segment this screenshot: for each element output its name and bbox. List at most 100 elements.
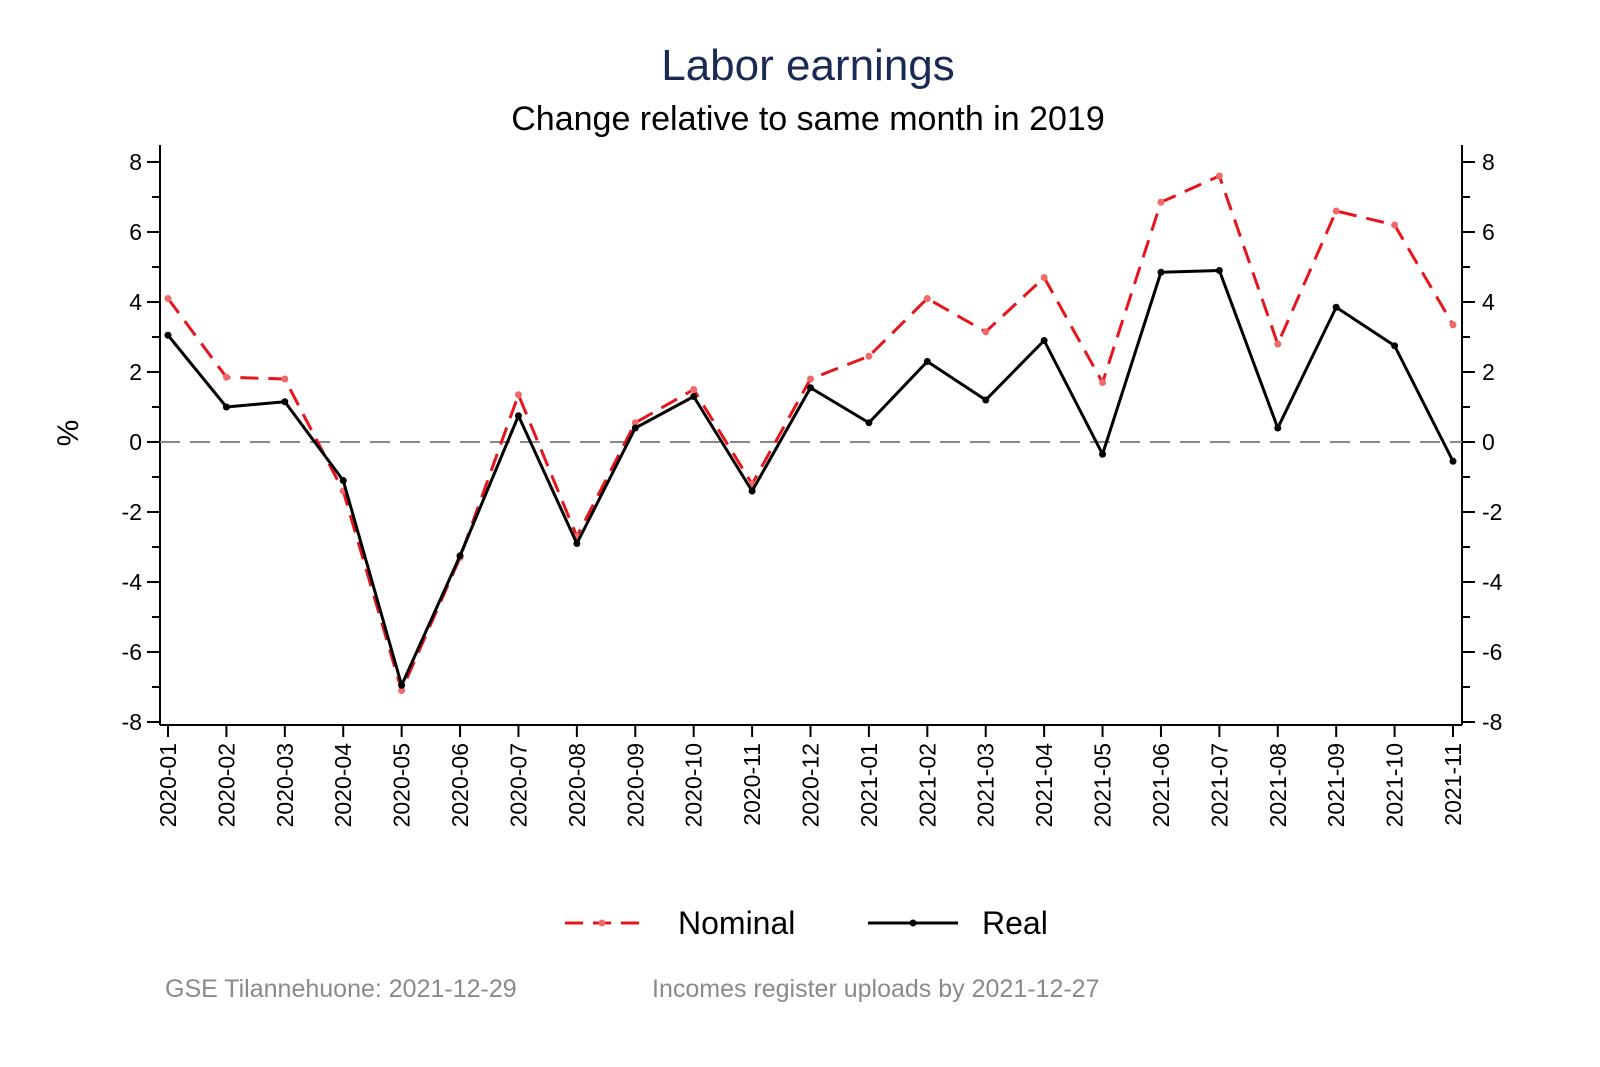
series-nominal-point — [222, 373, 230, 381]
y-tick-label-left: 8 — [129, 149, 142, 175]
series-real-point — [1391, 342, 1399, 350]
y-tick-label-left: -4 — [122, 569, 143, 595]
right-y-ticks: 8 6 4 2 0 -2 -4 -6 -8 — [1462, 149, 1503, 735]
series-real-point — [1449, 457, 1457, 465]
series-real-point — [807, 384, 814, 392]
series-real-point — [1332, 303, 1340, 311]
y-tick-label-right: 8 — [1482, 149, 1495, 175]
series-nominal-point — [923, 295, 931, 302]
x-tick-label: 2021-01 — [856, 743, 882, 827]
x-tick-label: 2020-11 — [739, 743, 765, 826]
series-nominal-point — [1449, 321, 1457, 329]
series-real-point — [1215, 267, 1223, 274]
x-tick-label: 2020-08 — [564, 743, 590, 827]
y-tick-label-left: 0 — [129, 429, 142, 455]
series-real-point — [748, 487, 756, 495]
x-tick-label: 2021-06 — [1148, 743, 1174, 827]
y-tick-label-right: 0 — [1482, 429, 1495, 455]
y-tick-label-right: 6 — [1482, 219, 1495, 245]
x-tick-label: 2020-03 — [272, 743, 298, 827]
x-tick-label: 2020-07 — [505, 743, 531, 827]
source-note-uploads: Incomes register uploads by 2021-12-27 — [652, 975, 1100, 1003]
series-nominal-point — [865, 352, 873, 360]
x-tick-label: 2021-11 — [1440, 743, 1466, 826]
series-real-point — [865, 419, 873, 427]
series-real-point — [281, 398, 289, 406]
y-tick-label-left: -2 — [122, 499, 142, 525]
series-nominal-point — [982, 328, 990, 336]
series-nominal-point — [807, 375, 814, 383]
series-nominal-point — [690, 386, 698, 393]
y-tick-label-left: 2 — [129, 359, 142, 385]
series-real-point — [514, 412, 522, 420]
chart-title: Labor earnings — [661, 41, 955, 90]
y-tick-label-left: -6 — [122, 639, 142, 665]
x-tick-label: 2020-09 — [622, 743, 648, 827]
y-tick-label-left: 4 — [129, 289, 142, 315]
series-nominal-point — [1099, 379, 1107, 386]
x-tick-label: 2020-04 — [330, 743, 356, 828]
y-axis-title: % — [52, 420, 85, 447]
series-real-point — [923, 358, 931, 365]
series-real-point — [164, 331, 172, 339]
legend: Nominal Real — [565, 905, 1048, 941]
series-nominal-point — [631, 419, 639, 427]
y-tick-label-right: -4 — [1482, 569, 1503, 595]
series-real-point — [1274, 424, 1282, 432]
series-real-point — [398, 681, 406, 689]
chart-subtitle: Change relative to same month in 2019 — [511, 100, 1104, 138]
series-nominal-point — [281, 375, 289, 383]
y-tick-label-right: -8 — [1482, 709, 1502, 735]
x-tick-label: 2021-09 — [1323, 743, 1349, 827]
series-real-point — [339, 477, 347, 484]
series-real-point — [982, 396, 990, 404]
series-nominal-point — [164, 295, 172, 302]
y-tick-label-right: -2 — [1482, 499, 1502, 525]
x-tick-label: 2021-08 — [1265, 743, 1291, 827]
y-tick-label-right: -6 — [1482, 639, 1502, 665]
x-tick-label: 2021-10 — [1382, 743, 1408, 827]
y-tick-label-left: 6 — [129, 219, 142, 245]
x-tick-label: 2021-07 — [1206, 743, 1232, 827]
series-real-point — [456, 552, 464, 560]
series-real-point — [631, 424, 639, 432]
series-nominal-point — [514, 391, 522, 399]
x-tick-label: 2021-05 — [1090, 743, 1116, 827]
series-real-point — [1099, 450, 1107, 458]
series-nominal-point — [1332, 207, 1340, 215]
x-tick-label: 2020-06 — [447, 743, 473, 827]
series-layer — [164, 172, 1457, 694]
series-real-point — [573, 540, 581, 547]
series-real-point — [1040, 337, 1048, 344]
series-nominal-point — [1274, 340, 1282, 348]
x-tick-label: 2021-04 — [1031, 743, 1057, 828]
x-tick-label: 2021-02 — [914, 743, 940, 827]
x-tick-label: 2020-12 — [798, 743, 824, 827]
series-real-point — [690, 393, 698, 400]
series-nominal-point — [398, 687, 406, 694]
legend-nominal-label: Nominal — [678, 905, 795, 941]
x-ticks: 2020-01 2020-02 2020-03 2020-04 2020-05 2020-… — [155, 725, 1466, 827]
series-nominal-point — [1040, 274, 1048, 281]
y-tick-label-left: -8 — [122, 709, 142, 735]
series-real-point — [1157, 268, 1165, 276]
y-tick-label-right: 4 — [1482, 289, 1495, 315]
series-nominal-point — [1215, 172, 1223, 180]
source-note-date: GSE Tilannehuone: 2021-12-29 — [165, 975, 517, 1003]
series-real-line — [166, 269, 1455, 687]
x-tick-label: 2020-05 — [389, 743, 415, 827]
x-tick-label: 2020-10 — [681, 743, 707, 827]
series-nominal-point — [1391, 221, 1399, 229]
series-real-point — [222, 403, 230, 411]
series-nominal-line — [166, 174, 1455, 692]
left-y-ticks: 8 6 4 2 0 -2 -4 -6 -8 — [122, 149, 160, 735]
series-nominal-point — [1157, 198, 1165, 206]
legend-nominal-marker — [598, 919, 606, 927]
x-tick-label: 2021-03 — [973, 743, 999, 827]
y-tick-label-right: 2 — [1482, 359, 1495, 385]
legend-real-marker — [909, 919, 917, 927]
x-tick-label: 2020-02 — [213, 743, 239, 827]
legend-real-label: Real — [982, 905, 1048, 941]
